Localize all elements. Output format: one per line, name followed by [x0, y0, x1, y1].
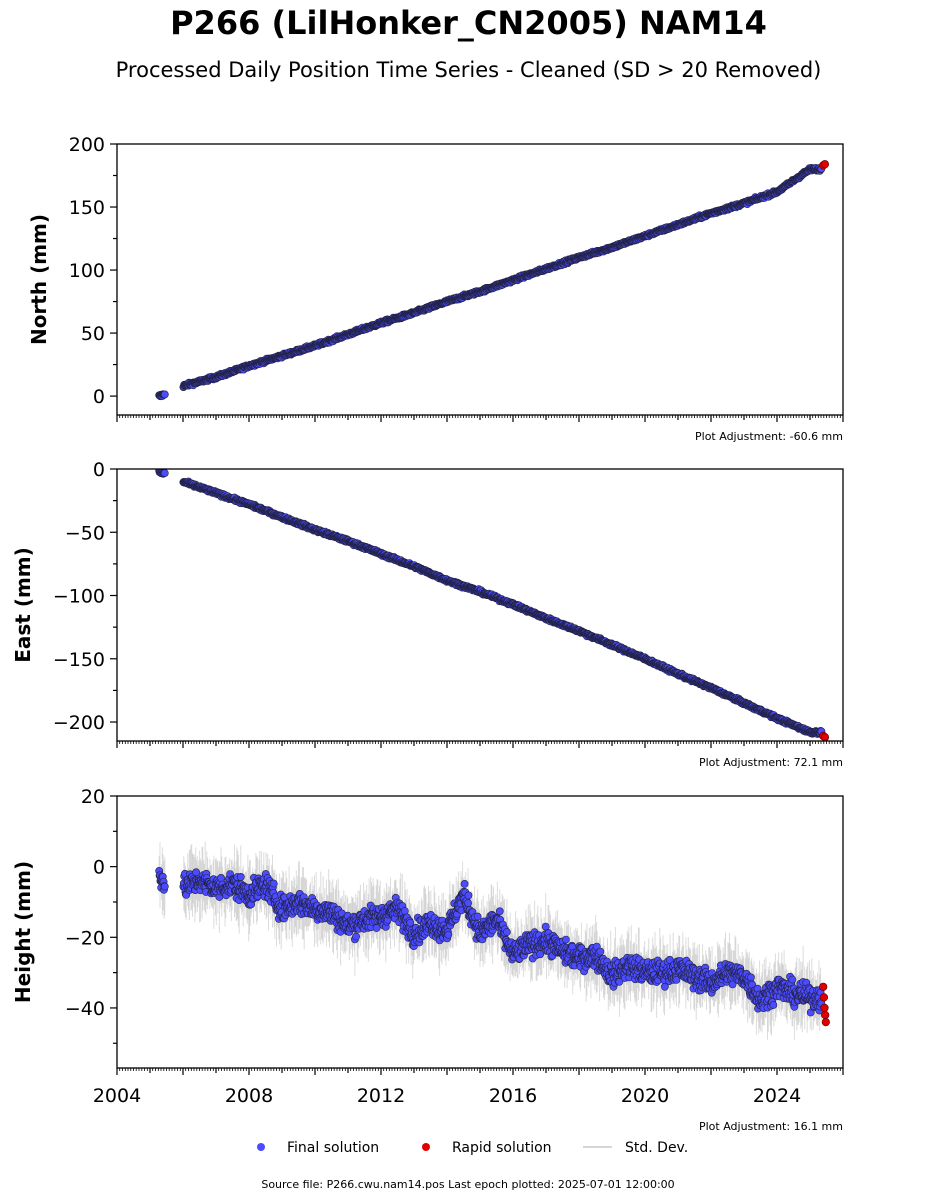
y-axis: 0 50 100 150 200 — [69, 134, 117, 408]
rapid-solution-point — [820, 160, 830, 169]
plot-adjustment-note: Plot Adjustment: -60.6 mm — [695, 430, 843, 443]
final-solution-points — [155, 163, 826, 401]
y-tick-label: 150 — [69, 197, 105, 219]
chart-subtitle: Processed Daily Position Time Series - C… — [115, 58, 822, 82]
y-tick-label: 100 — [69, 260, 105, 282]
plot-area — [155, 160, 830, 401]
y-tick-label: 0 — [93, 386, 105, 408]
chart-panels: 0 50 100 150 200 North (mm) Plot Adjustment: -… — [11, 134, 844, 1133]
panel-north: 0 50 100 150 200 North (mm) Plot Adjustment: -… — [27, 134, 844, 443]
final-solution-point — [160, 390, 169, 399]
x-axis — [116, 415, 844, 422]
chart-title: P266 (LilHonker_CN2005) NAM14 — [170, 4, 767, 42]
y-tick-label: 50 — [81, 323, 105, 345]
y-tick-label: 200 — [69, 134, 105, 156]
final-solution-point — [160, 469, 169, 477]
rapid-solution-points — [819, 160, 830, 170]
plot-area — [155, 469, 829, 741]
final-solution-points — [155, 469, 826, 738]
y-axis-label: North (mm) — [27, 214, 51, 345]
